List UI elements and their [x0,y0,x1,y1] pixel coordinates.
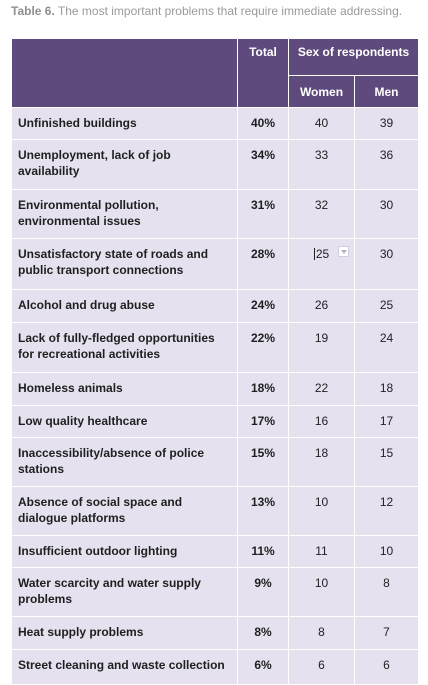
table-row: Alcohol and drug abuse 24% 26 25 [11,289,420,323]
women-value[interactable]: 25 [288,238,355,290]
table-row: Environmental pollution, environmental i… [11,189,420,239]
women-value: 10 [288,567,355,617]
problem-label: Unsatisfactory state of roads and public… [11,238,238,290]
table-row: Unemployment, lack of job availability 34… [11,139,420,190]
table-row: Unfinished buildings 40% 40 39 [11,107,420,140]
table-row: Homeless animals 18% 22 18 [11,372,420,406]
men-value: 8 [353,567,420,617]
men-value: 25 [353,289,420,323]
problem-label: Absence of social space and dialogue pla… [11,486,238,536]
problem-label: Low quality healthcare [11,405,238,438]
problems-table: Total Sex of respondents Women Men Unfin… [11,38,420,685]
men-value: 12 [353,486,420,536]
table-row: Street cleaning and waste collection 6% 6 6 [11,649,420,685]
table-row: Water scarcity and water supply problems… [11,567,420,617]
header-problem-cell [11,38,238,108]
women-value: 33 [288,139,355,190]
total-value: 28% [237,238,289,290]
header-women: Women [288,75,355,108]
problem-label: Water scarcity and water supply problems [11,567,238,617]
problem-label: Insufficient outdoor lighting [11,535,238,568]
table-row: Lack of fully-fledged opportunities for … [11,322,420,373]
table-row: Low quality healthcare 17% 16 17 [11,405,420,438]
total-value: 40% [237,107,289,140]
total-value: 31% [237,189,289,239]
table-row: Insufficient outdoor lighting 11% 11 10 [11,535,420,568]
table-caption: Table 6. The most important problems tha… [11,5,411,18]
header-men: Men [353,75,420,108]
total-value: 11% [237,535,289,568]
men-value: 10 [353,535,420,568]
table-row: Unsatisfactory state of roads and public… [11,238,420,290]
total-value: 13% [237,486,289,536]
header-total: Total [237,38,289,108]
total-value: 24% [237,289,289,323]
men-value: 15 [353,437,420,487]
women-value: 8 [288,616,355,650]
table-row: Inaccessibility/absence of police statio… [11,437,420,487]
women-value: 10 [288,486,355,536]
total-value: 22% [237,322,289,373]
problem-label: Inaccessibility/absence of police statio… [11,437,238,487]
women-value: 18 [288,437,355,487]
women-value: 19 [288,322,355,373]
total-value: 18% [237,372,289,406]
total-value: 6% [237,649,289,685]
text-cursor [313,248,315,260]
problem-label: Street cleaning and waste collection [11,649,238,685]
table-row: Heat supply problems 8% 8 7 [11,616,420,650]
women-value: 22 [288,372,355,406]
men-value: 7 [353,616,420,650]
men-value: 24 [353,322,420,373]
men-value: 6 [353,649,420,685]
women-value: 40 [288,107,355,140]
problem-label: Heat supply problems [11,616,238,650]
women-value: 26 [288,289,355,323]
table-row: Absence of social space and dialogue pla… [11,486,420,536]
problem-label: Homeless animals [11,372,238,406]
editing-cell[interactable]: 25 [313,246,349,262]
men-value: 30 [353,189,420,239]
women-value: 6 [288,649,355,685]
men-value: 17 [353,405,420,438]
men-value: 39 [353,107,420,140]
chevron-down-icon[interactable] [337,246,349,257]
caption-prefix: Table 6. [11,4,55,18]
total-value: 17% [237,405,289,438]
problem-label: Alcohol and drug abuse [11,289,238,323]
women-value: 16 [288,405,355,438]
problem-label: Unemployment, lack of job availability [11,139,238,190]
women-value: 11 [288,535,355,568]
total-value: 9% [237,567,289,617]
problem-label: Unfinished buildings [11,107,238,140]
total-value: 15% [237,437,289,487]
problem-label: Environmental pollution, environmental i… [11,189,238,239]
total-value: 34% [237,139,289,190]
total-value: 8% [237,616,289,650]
men-value: 30 [353,238,420,290]
problem-label: Lack of fully-fledged opportunities for … [11,322,238,373]
women-value: 32 [288,189,355,239]
men-value: 36 [353,139,420,190]
header-sex-of-respondents: Sex of respondents [287,38,420,76]
caption-text: The most important problems that require… [54,4,403,18]
women-value-text[interactable]: 25 [315,247,330,261]
men-value: 18 [353,372,420,406]
